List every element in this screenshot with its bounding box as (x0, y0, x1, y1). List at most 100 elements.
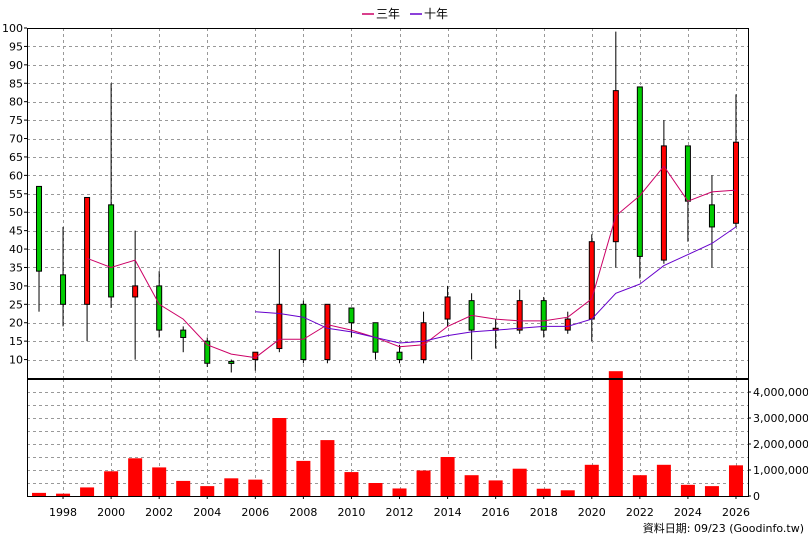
volume-bar (728, 465, 743, 496)
price-tick-label: 30 (9, 280, 23, 293)
volume-bar (512, 468, 527, 496)
x-tick-label: 2006 (241, 506, 269, 519)
volume-bar (152, 467, 167, 496)
candle-body (732, 141, 739, 224)
data-date-credit: 資料日期: 09/23 (Goodinfo.tw) (643, 521, 804, 535)
volume-bar (704, 486, 719, 496)
x-tick-label: 1998 (49, 506, 77, 519)
volume-bar (632, 475, 647, 496)
volume-tick-label: 4,000,000 (753, 386, 808, 399)
x-tick-label: 2026 (722, 506, 750, 519)
x-tick-label: 2004 (193, 506, 221, 519)
x-tick-label: 2020 (578, 506, 606, 519)
price-tick-label: 80 (9, 96, 23, 109)
volume-bar (296, 460, 311, 496)
volume-tick-label: 2,000,000 (753, 438, 808, 451)
price-tick-label: 50 (9, 206, 23, 219)
x-tick-label: 2008 (289, 506, 317, 519)
candle-body (684, 145, 691, 202)
candlesticks (36, 31, 739, 373)
candle-body (276, 303, 283, 350)
candle-body (348, 307, 355, 324)
average-lines (86, 165, 737, 359)
candle-body (564, 318, 571, 331)
candle-body (444, 296, 451, 320)
volume-bar (368, 483, 383, 496)
price-tick-label: 20 (9, 317, 23, 330)
candle-body (396, 351, 403, 361)
candle-body (204, 340, 211, 364)
price-tick-label: 40 (9, 243, 23, 256)
candle-body (516, 300, 523, 331)
price-grid (27, 28, 748, 378)
candle-body (180, 329, 187, 338)
volume-bar (488, 480, 503, 496)
price-tick-label: 60 (9, 169, 23, 182)
price-tick-label: 65 (9, 151, 23, 164)
volume-bar (344, 472, 359, 496)
volume-bar (536, 488, 551, 496)
series-line (255, 226, 737, 344)
candle-body (156, 285, 163, 331)
x-tick-label: 2010 (337, 506, 365, 519)
volume-bar (128, 458, 143, 496)
volume-bar (416, 470, 431, 496)
x-tick-label: 2000 (97, 506, 125, 519)
x-tick-label: 2018 (530, 506, 558, 519)
candle-body (228, 360, 235, 364)
axis-labels: 10 15 20 25 30 35 40 45 50 55 60 65 70 75 80 85 90 95 100 0… (2, 22, 808, 519)
legend-label: 三年 (376, 7, 400, 21)
x-tick-label: 2016 (482, 506, 510, 519)
volume-frame (27, 379, 749, 497)
x-tick-label: 2024 (674, 506, 702, 519)
volume-bar (560, 490, 575, 496)
volume-bar (464, 475, 479, 496)
price-tick-label: 10 (9, 354, 23, 367)
candle-body (588, 241, 595, 320)
candle-body (60, 274, 67, 305)
candle-body (36, 185, 43, 272)
price-tick-label: 90 (9, 59, 23, 72)
volume-bar (584, 464, 599, 496)
price-tick-label: 45 (9, 225, 23, 238)
price-tick-label: 75 (9, 114, 23, 127)
price-tick-label: 100 (2, 22, 23, 35)
candle-body (84, 196, 91, 305)
candle-body (612, 90, 619, 243)
candle-body (132, 285, 139, 298)
price-tick-label: 35 (9, 261, 23, 274)
candle-body (636, 86, 643, 257)
x-tick-label: 2022 (626, 506, 654, 519)
volume-tick-label: 1,000,000 (753, 464, 808, 477)
volume-bar (272, 418, 287, 496)
plot-frames (27, 28, 749, 497)
volume-bar (656, 464, 671, 496)
volume-bar (224, 478, 239, 496)
x-tick-label: 2012 (386, 506, 414, 519)
candle-body (540, 300, 547, 331)
volume-bar (248, 479, 263, 496)
candle-body (708, 204, 715, 228)
legend: 三年 十年 (362, 7, 448, 21)
volume-bar (392, 488, 407, 496)
volume-tick-label: 3,000,000 (753, 412, 808, 425)
legend-label: 十年 (424, 7, 448, 21)
volume-bar (200, 486, 215, 496)
volume-bar (608, 371, 623, 496)
volume-bar (32, 492, 47, 496)
price-tick-label: 55 (9, 188, 23, 201)
price-tick-label: 15 (9, 335, 23, 348)
price-frame (27, 28, 749, 379)
series-line (86, 165, 737, 359)
volume-bar (680, 484, 695, 496)
price-tick-label: 85 (9, 77, 23, 90)
price-tick-label: 25 (9, 298, 23, 311)
x-tick-label: 2014 (434, 506, 462, 519)
volume-bars (32, 371, 743, 496)
volume-bar (176, 480, 191, 496)
volume-bar (104, 471, 119, 496)
candle-body (660, 145, 667, 261)
volume-bar (440, 457, 455, 496)
x-tick-label: 2002 (145, 506, 173, 519)
